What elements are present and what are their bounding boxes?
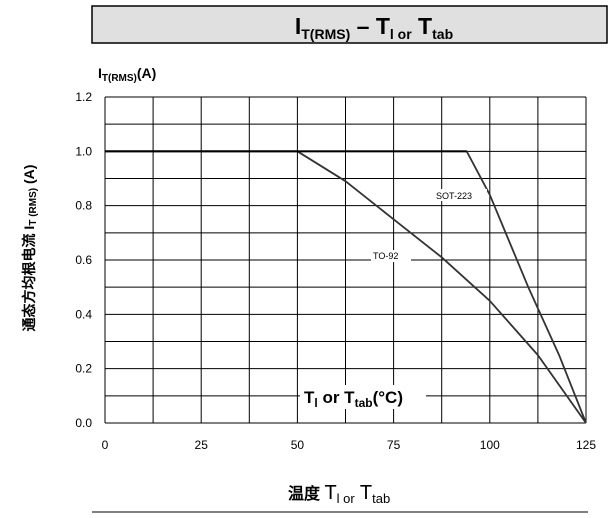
sot223-label-bg [433, 189, 487, 201]
series-line-to92 [105, 150, 587, 424]
chart-title: IT(RMS) – Tl or Ttab [295, 13, 453, 42]
axis-annotation: Tl or Ttab(°C) [304, 388, 403, 410]
y-tick-label: 1.0 [75, 144, 92, 158]
x-tick-label: 125 [576, 438, 596, 452]
x-tick-label: 100 [480, 438, 500, 452]
grid [104, 96, 587, 424]
series-label-to92: TO-92 [373, 251, 398, 261]
series-label-sot223: SOT-223 [436, 191, 472, 201]
tick-labels: 0 25 50 75 100 125 0.0 0.2 0.4 0.6 0.8 1.0 1.2 [75, 90, 596, 452]
to92-label-bg [371, 250, 411, 262]
y-axis-unit-label: IT(RMS)(A) [98, 65, 156, 84]
title-banner [91, 5, 608, 44]
y-tick-label: 0.4 [75, 307, 92, 321]
y-tick-label: 0.6 [75, 253, 92, 267]
axis-annotation-bg [300, 385, 426, 409]
x-axis-title: 温度 Tl or Ttab [287, 482, 390, 506]
y-tick-label: 1.2 [75, 90, 92, 104]
x-tick-label: 75 [387, 438, 401, 452]
y-tick-label: 0.2 [75, 362, 92, 376]
y-axis-title: 通态方均根电流 IT (RMS) (A) [21, 165, 39, 332]
series-lines [105, 150, 587, 424]
x-tick-label: 0 [102, 438, 109, 452]
x-tick-label: 25 [195, 438, 209, 452]
y-tick-label: 0.0 [75, 416, 92, 430]
y-tick-label: 0.8 [75, 199, 92, 213]
x-tick-label: 50 [291, 438, 305, 452]
